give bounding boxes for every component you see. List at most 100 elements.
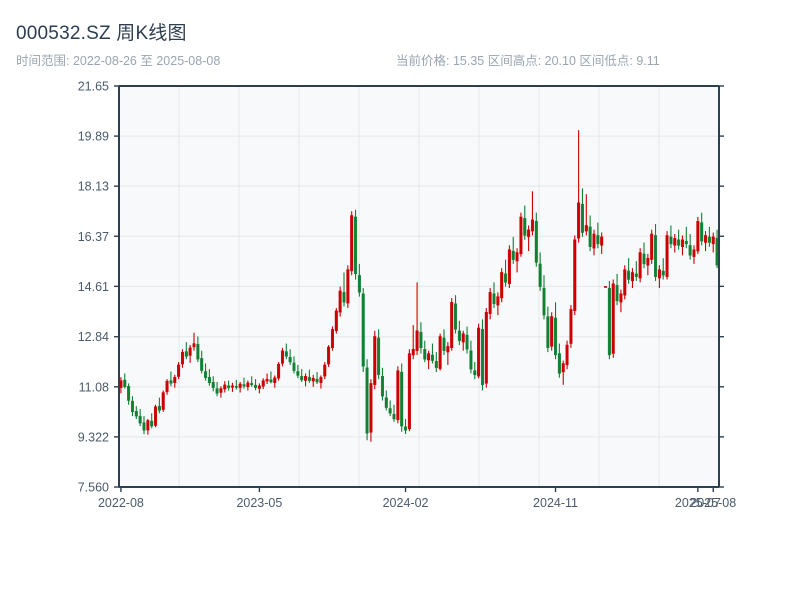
candle-body [684,240,688,245]
candlestick-series [119,130,719,442]
candle-body [257,385,261,389]
candle-body [450,302,454,349]
candle-body [242,384,246,387]
candle-body [315,378,319,383]
candle-body [404,426,408,431]
candlestick [484,307,488,388]
candlestick [292,356,296,374]
candle-body [550,316,554,347]
candlestick [330,326,334,351]
candle-body [334,310,338,331]
candle-body [296,371,300,376]
candlestick [600,232,604,254]
candle-body [230,385,234,388]
candle-body [365,367,369,434]
candlestick [611,279,615,358]
x-tick-label: 2025-07 [675,496,721,510]
candlestick [146,418,150,435]
candle-body [446,346,450,353]
candlestick [250,376,254,387]
candlestick [384,390,388,411]
candlestick [469,340,473,374]
candlestick [550,312,554,351]
candle-body [373,336,377,386]
candle-body [338,290,342,313]
candlestick [346,265,350,308]
candlestick [161,390,165,412]
candlestick [688,233,692,260]
candle-body [538,263,542,287]
candlestick [196,336,200,363]
candlestick [388,400,392,417]
candle-body [430,354,434,361]
candle-body [711,236,715,245]
candlestick [480,319,484,391]
candlestick [619,289,623,313]
candle-body [269,379,273,383]
candle-body [665,235,669,277]
candle-body [630,272,634,282]
candle-body [388,408,392,414]
candle-body [484,312,488,384]
candle-body [588,226,592,247]
candle-body [607,287,611,356]
candlestick [277,362,281,381]
candle-body [180,351,184,365]
candle-body [650,233,654,260]
candle-body [280,350,284,364]
candle-body [207,376,211,384]
candle-body [377,337,381,376]
candlestick [650,229,654,264]
candlestick [496,292,500,316]
candle-body [677,239,681,246]
candlestick [661,258,665,280]
candlestick [323,362,327,380]
candlestick [530,191,534,236]
x-axis-labels: 2022-08 2023-05 2024-02 2024-11 2025-072025-… [98,496,736,510]
candlestick [315,372,319,384]
candlestick [269,371,273,384]
candlestick [154,404,158,428]
candlestick [450,298,454,351]
candlestick [554,302,558,360]
candle-body [604,286,608,288]
candle-body [704,235,708,243]
candle-body [392,413,396,420]
candlestick [665,231,669,280]
candlestick [523,205,527,240]
candlestick [415,282,419,355]
candlestick [488,288,492,320]
candle-body [546,316,550,349]
candle-body [350,215,354,272]
candlestick [615,273,619,306]
candlestick [580,188,584,237]
candlestick [427,350,431,370]
candle-body [634,273,638,277]
x-tick-label: 2024-11 [533,496,578,510]
candlestick [369,379,373,442]
y-tick-label: 9.322 [78,430,109,444]
candlestick [342,272,346,307]
candlestick [180,349,184,368]
x-tick-label: 2023-05 [236,496,282,510]
candle-body [250,383,254,386]
candle-body [492,293,496,304]
candlestick [223,381,227,393]
candlestick [273,375,277,388]
candlestick [592,229,596,256]
candle-body [527,229,531,238]
candlestick [284,343,288,360]
candle-body [142,422,146,431]
candlestick [407,349,411,432]
candlestick [134,406,138,419]
candlestick [557,343,561,378]
candle-body [396,370,400,421]
candlestick [188,344,192,363]
candle-body [311,378,315,382]
candle-body [438,336,442,369]
candle-body [680,239,684,247]
candle-body [569,309,573,344]
candle-body [577,202,581,239]
